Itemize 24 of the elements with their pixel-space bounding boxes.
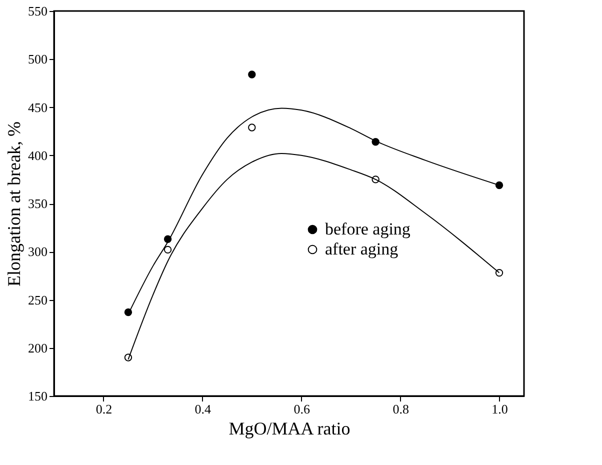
x-tick-label: 0.2 (96, 402, 112, 416)
x-tick-label: 0.4 (194, 402, 212, 416)
point (248, 124, 256, 132)
y-tick-label: 550 (28, 4, 48, 18)
y-tick-label: 300 (28, 244, 48, 260)
y-tick-label: 450 (28, 100, 48, 115)
y-tick-label: 150 (28, 388, 48, 404)
y-tick-label: 250 (28, 292, 48, 308)
y-tick-label: 200 (28, 340, 48, 356)
y-tick-label: 400 (28, 148, 48, 163)
x-tick-label: 0.6 (294, 402, 310, 416)
point (495, 268, 504, 277)
x-axis-title: MgO/MAA ratio (228, 418, 350, 438)
y-axis-title: Elongation at break, % (4, 122, 24, 286)
y-tick-label: 500 (28, 52, 48, 67)
y-tick-label: 350 (28, 196, 48, 211)
point (164, 246, 172, 254)
legend-label: after aging (325, 240, 399, 258)
x-tick-label: 0.8 (392, 402, 409, 416)
point (495, 181, 504, 190)
x-tick-label: 1.0 (492, 402, 508, 416)
point (248, 70, 256, 78)
point (124, 308, 132, 316)
legend-label: before aging (325, 220, 411, 238)
